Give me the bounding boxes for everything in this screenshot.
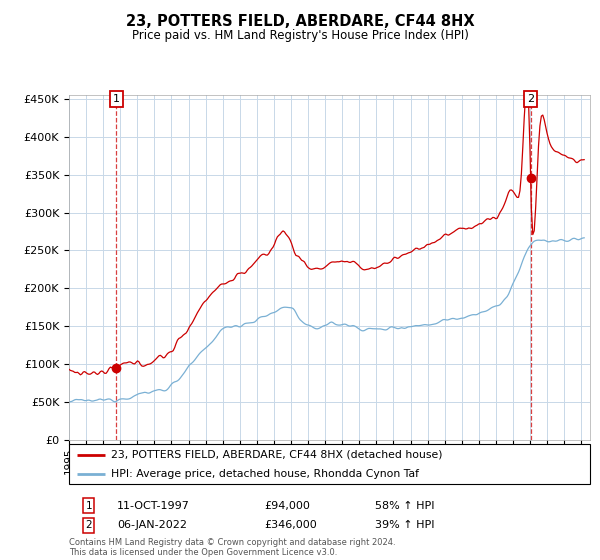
Text: 23, POTTERS FIELD, ABERDARE, CF44 8HX (detached house): 23, POTTERS FIELD, ABERDARE, CF44 8HX (d… (110, 450, 442, 460)
Text: £346,000: £346,000 (264, 520, 317, 530)
Text: 1: 1 (113, 94, 120, 104)
Text: Contains HM Land Registry data © Crown copyright and database right 2024.
This d: Contains HM Land Registry data © Crown c… (69, 538, 395, 557)
FancyBboxPatch shape (69, 444, 590, 484)
Text: 39% ↑ HPI: 39% ↑ HPI (375, 520, 434, 530)
Text: 2: 2 (527, 94, 534, 104)
Text: 1: 1 (85, 501, 92, 511)
Text: 06-JAN-2022: 06-JAN-2022 (117, 520, 187, 530)
Text: 2: 2 (85, 520, 92, 530)
Text: 11-OCT-1997: 11-OCT-1997 (117, 501, 190, 511)
Text: HPI: Average price, detached house, Rhondda Cynon Taf: HPI: Average price, detached house, Rhon… (110, 469, 419, 478)
Text: Price paid vs. HM Land Registry's House Price Index (HPI): Price paid vs. HM Land Registry's House … (131, 29, 469, 42)
Text: 58% ↑ HPI: 58% ↑ HPI (375, 501, 434, 511)
Text: £94,000: £94,000 (264, 501, 310, 511)
Text: 23, POTTERS FIELD, ABERDARE, CF44 8HX: 23, POTTERS FIELD, ABERDARE, CF44 8HX (125, 14, 475, 29)
